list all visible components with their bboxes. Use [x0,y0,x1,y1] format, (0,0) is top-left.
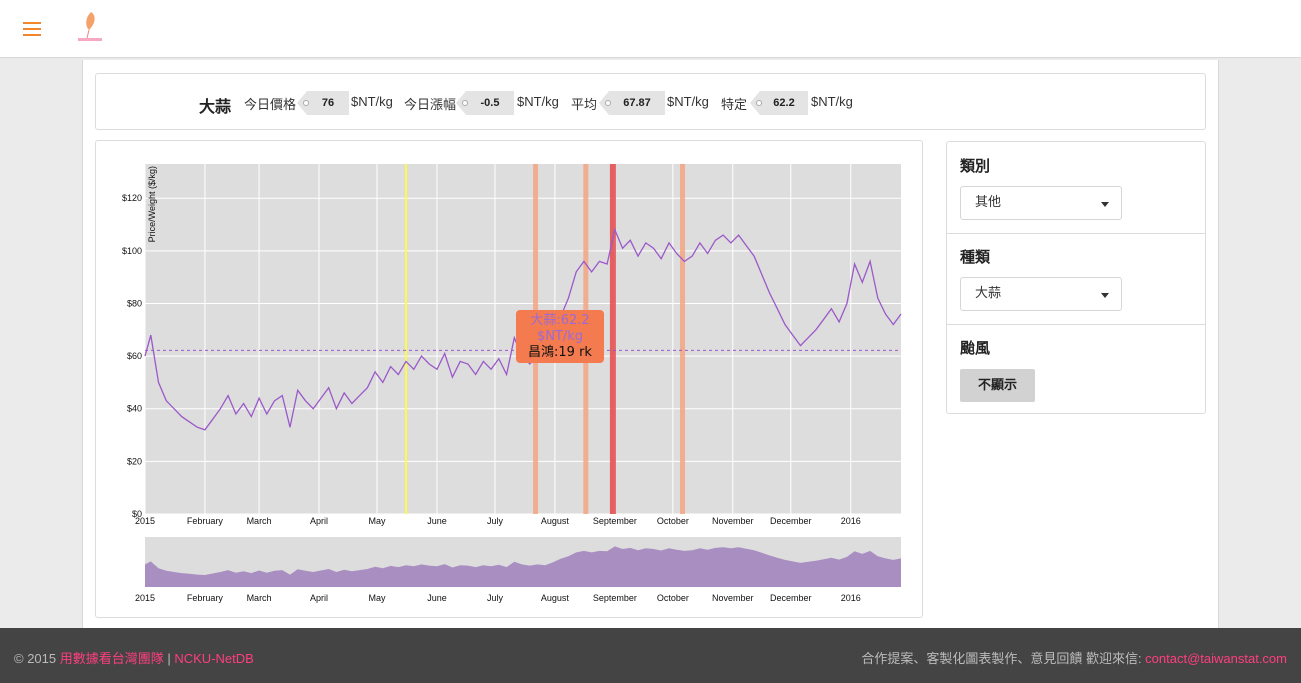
today-change-label: 今日漲幅 [404,98,457,113]
y-axis-ticks: $0 $20 $40 $60 $80 $100 $120 [122,193,142,519]
x-tick-label: December [770,516,812,526]
today-price-label: 今日價格 [244,98,297,113]
tooltip-typhoon: 昌鴻:19 rk [528,345,592,360]
hamburger-menu-icon[interactable] [23,22,41,36]
average-tag: 67.87 [599,91,665,115]
footer-right: 合作提案、客製化圖表製作、意見回饋 歡迎來信: contact@taiwanst… [861,648,1287,667]
brush-x-tick-label: 2015 [135,593,155,603]
y-tick-label: $100 [122,246,142,256]
y-tick-label: $80 [127,298,142,308]
brush-x-tick-label: May [369,593,387,603]
x-axis-ticks: 2015 February March April May June July August S… [135,516,861,526]
footer: © 2015 用數據看台灣團隊 | NCKU-NetDB 合作提案、客製化圖表製… [0,628,1301,683]
team-link[interactable]: 用數據看台灣團隊 [59,651,164,666]
variety-section: 種類 大蒜 [947,234,1205,325]
x-tick-label: November [712,516,754,526]
typhoon-title: 颱風 [960,339,991,357]
contact-email-link[interactable]: contact@taiwanstat.com [1145,651,1287,666]
tooltip-unit: $NT/kg [536,329,584,344]
filter-panel: 類別 其他 種類 大蒜 颱風 不顯示 [946,141,1206,414]
y-tick-label: $40 [127,404,142,414]
x-tick-label: 2016 [841,516,861,526]
brush-x-tick-label: February [187,593,224,603]
x-tick-label: October [657,516,689,526]
category-section: 類別 其他 [947,142,1205,234]
caret-down-icon [1101,202,1109,207]
brush-x-tick-label: June [427,593,447,603]
specific-unit: $NT/kg [811,94,853,109]
lab-link[interactable]: NCKU-NetDB [174,651,254,666]
tooltip-price: 大蒜:62.2 [530,313,590,328]
brush-x-tick-label: October [657,593,689,603]
y-tick-label: $60 [127,351,142,361]
x-tick-label: July [487,516,504,526]
top-bar [0,0,1301,58]
category-select[interactable]: 其他 [960,186,1122,220]
brush-x-tick-label: September [593,593,637,603]
brush-x-tick-label: July [487,593,504,603]
specific-tag: 62.2 [750,91,808,115]
variety-select[interactable]: 大蒜 [960,277,1122,311]
price-chart[interactable]: $0 $20 $40 $60 $80 $100 $120 2015 February March… [96,141,924,619]
brush-x-tick-label: November [712,593,754,603]
brush-x-tick-label: 2016 [841,593,861,603]
x-tick-label: September [593,516,637,526]
taiwan-leaf-logo-icon[interactable] [75,10,105,44]
price-chart-card: $0 $20 $40 $60 $80 $100 $120 2015 February March… [95,140,923,618]
copyright-text: © 2015 [14,651,60,666]
brush-area[interactable] [145,546,901,587]
x-tick-label: March [247,516,272,526]
brush-x-tick-label: April [310,593,328,603]
typhoon-band [405,164,408,514]
x-tick-label: April [310,516,328,526]
today-change-tag: -0.5 [456,91,514,115]
average-label: 平均 [571,98,598,113]
footer-separator: | [163,651,175,666]
brush-x-tick-label: March [247,593,272,603]
x-tick-label: 2015 [135,516,155,526]
category-selected-value: 其他 [975,195,1002,210]
variety-selected-value: 大蒜 [975,286,1002,301]
typhoon-band [609,164,616,514]
price-tooltip: 大蒜:62.2 $NT/kg 昌鴻:19 rk [516,310,604,363]
today-price-tag: 76 [297,91,349,115]
x-tick-label: August [541,516,570,526]
contact-text: 合作提案、客製化圖表製作、意見回饋 歡迎來信: [861,651,1146,666]
brush-x-axis-ticks: 2015 February March April May June July August S… [135,593,861,603]
specific-label: 特定 [721,98,748,113]
y-tick-label: $120 [122,193,142,203]
y-tick-label: $0 [132,509,142,519]
average-unit: $NT/kg [667,94,709,109]
price-summary-card: 大蒜 今日價格 76 $NT/kg 今日漲幅 -0.5 $NT/kg 平均 67… [95,73,1206,130]
x-tick-label: June [427,516,447,526]
x-tick-label: May [369,516,387,526]
today-price-unit: $NT/kg [351,94,393,109]
x-tick-label: February [187,516,224,526]
variety-title: 種類 [960,248,991,266]
typhoon-band [680,164,686,514]
y-axis-label: Price/Weight ($/kg) [147,166,157,242]
caret-down-icon [1101,293,1109,298]
crop-name: 大蒜 [199,97,232,116]
footer-left: © 2015 用數據看台灣團隊 | NCKU-NetDB [14,648,254,667]
y-tick-label: $20 [127,456,142,466]
today-change-unit: $NT/kg [517,94,559,109]
brush-x-tick-label: August [541,593,570,603]
brush-x-tick-label: December [770,593,812,603]
typhoon-toggle-button[interactable]: 不顯示 [960,369,1035,402]
category-title: 類別 [960,157,991,175]
